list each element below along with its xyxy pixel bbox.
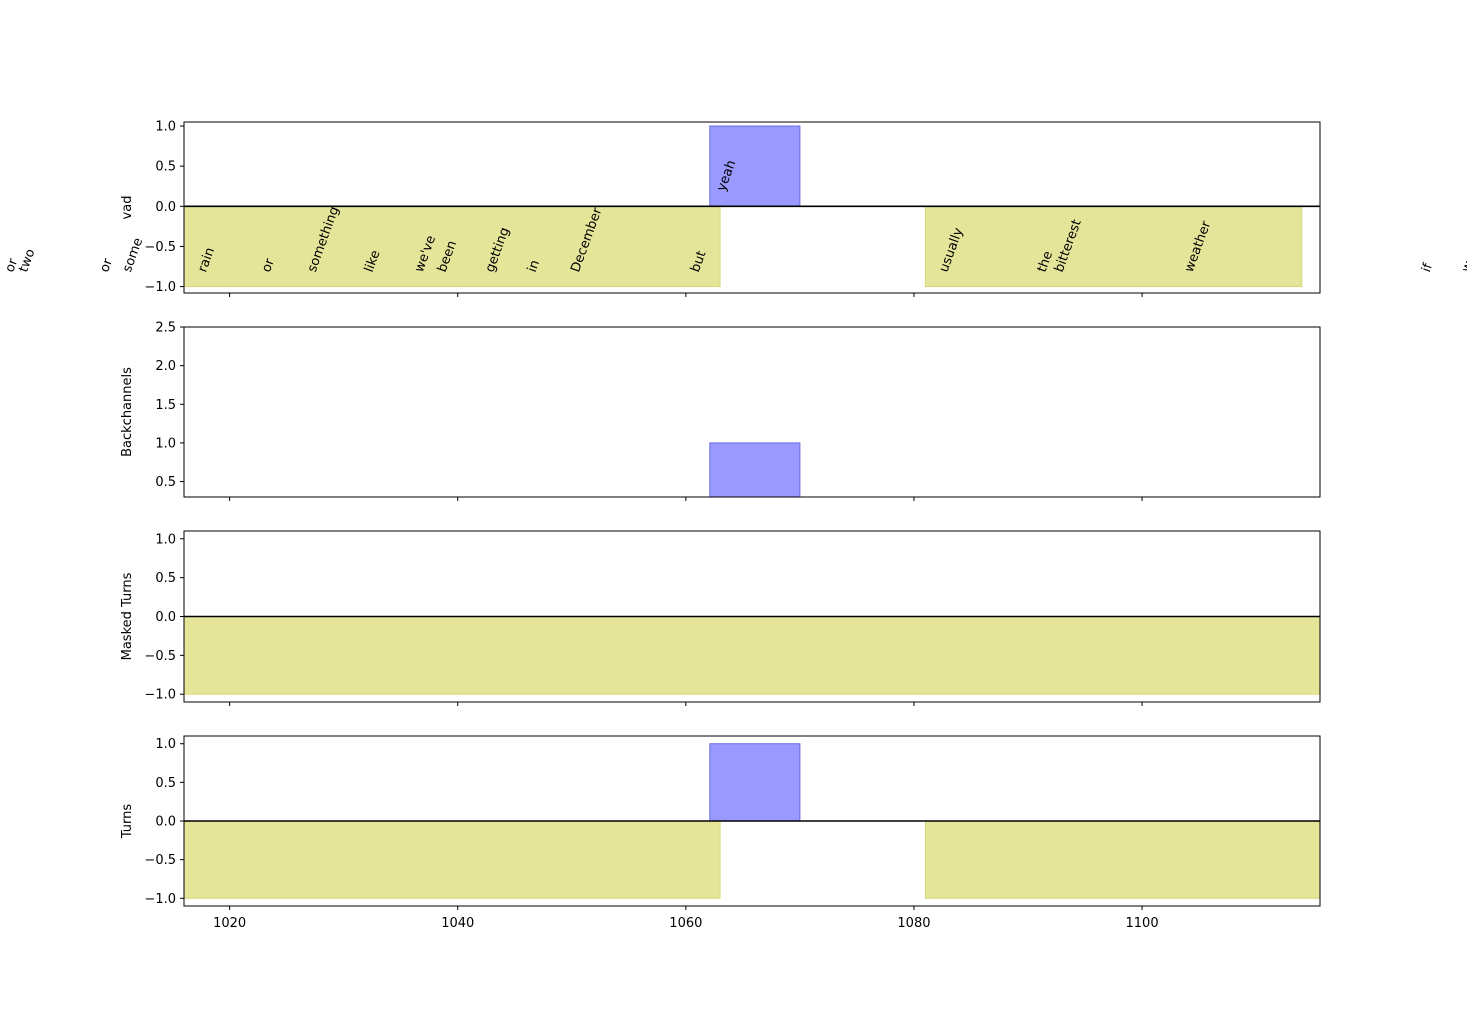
plot-area [709, 442, 801, 497]
y-tick-label: −0.5 [144, 240, 176, 255]
speaker-b-segment [184, 616, 1320, 695]
y-tick-label: 0.5 [155, 475, 176, 490]
panel-4: 1.0 0.5 0.0 −0.5 −1.0 1020 1040 1060 1080 1100 Tur… [120, 735, 1321, 931]
plot-area [184, 125, 1320, 288]
y-tick-label: −0.5 [144, 853, 176, 868]
word-label: or [97, 256, 116, 274]
axes-frame [183, 121, 1321, 294]
panel-3: 1.0 0.5 0.0 −0.5 −1.0 Masked Turns [120, 530, 1321, 706]
word-label: but [688, 249, 709, 274]
y-tick-label: 0.5 [155, 571, 176, 586]
y-tick-label: 1.0 [155, 436, 176, 451]
x-tick-label: 1080 [897, 916, 930, 931]
y-tick-label: 0.0 [155, 815, 176, 830]
y-tick-label: 0.5 [155, 160, 176, 175]
y-axis-label: Masked Turns [120, 572, 135, 660]
word-label: or [3, 256, 22, 274]
y-tick-label: 1.0 [155, 120, 176, 135]
word-label: two [16, 247, 38, 274]
word-label: the [1035, 249, 1056, 274]
x-tick-label: 1100 [1126, 916, 1159, 931]
speaker-b-segment [924, 820, 1320, 899]
speaker-b-segment [184, 820, 721, 899]
speaker-a-segment [709, 125, 801, 207]
y-tick-label: 1.0 [155, 737, 176, 752]
y-tick-label: −1.0 [144, 892, 176, 907]
y-tick-label: 1.0 [155, 532, 176, 547]
y-tick-label: 0.0 [155, 610, 176, 625]
speaker-b-segment [184, 205, 721, 288]
panel-2: 2.5 2.0 1.5 1.0 0.5 Backchannels [120, 321, 1321, 501]
y-axis-label: Turns [120, 804, 135, 840]
y-tick-label: 2.5 [155, 321, 176, 336]
speaker-a-segment [709, 442, 801, 497]
plot-area [184, 743, 1320, 899]
x-tick-label: 1020 [213, 916, 246, 931]
plot-area [184, 615, 1320, 695]
x-tick-label: 1060 [669, 916, 702, 931]
y-tick-label: 2.0 [155, 359, 176, 374]
y-tick-label: 0.0 [155, 200, 176, 215]
speaker-b-segment [924, 205, 1303, 288]
y-tick-label: −0.5 [144, 649, 176, 664]
word-label: we're [1459, 236, 1467, 274]
y-tick-label: 0.5 [155, 776, 176, 791]
y-axis-label: vad [120, 196, 135, 220]
x-tick-label: 1040 [441, 916, 474, 931]
y-tick-label: −1.0 [144, 688, 176, 703]
word-label: if [1419, 261, 1436, 274]
word-label: like [362, 248, 384, 274]
word-label: some [120, 236, 146, 274]
y-axis-label: Backchannels [120, 367, 135, 457]
y-tick-label: 1.5 [155, 398, 176, 413]
speaker-a-segment [709, 743, 801, 822]
word-label: in [525, 258, 543, 274]
axes-frame [183, 326, 1321, 498]
y-tick-label: −1.0 [144, 280, 176, 295]
word-label: or [259, 256, 278, 274]
